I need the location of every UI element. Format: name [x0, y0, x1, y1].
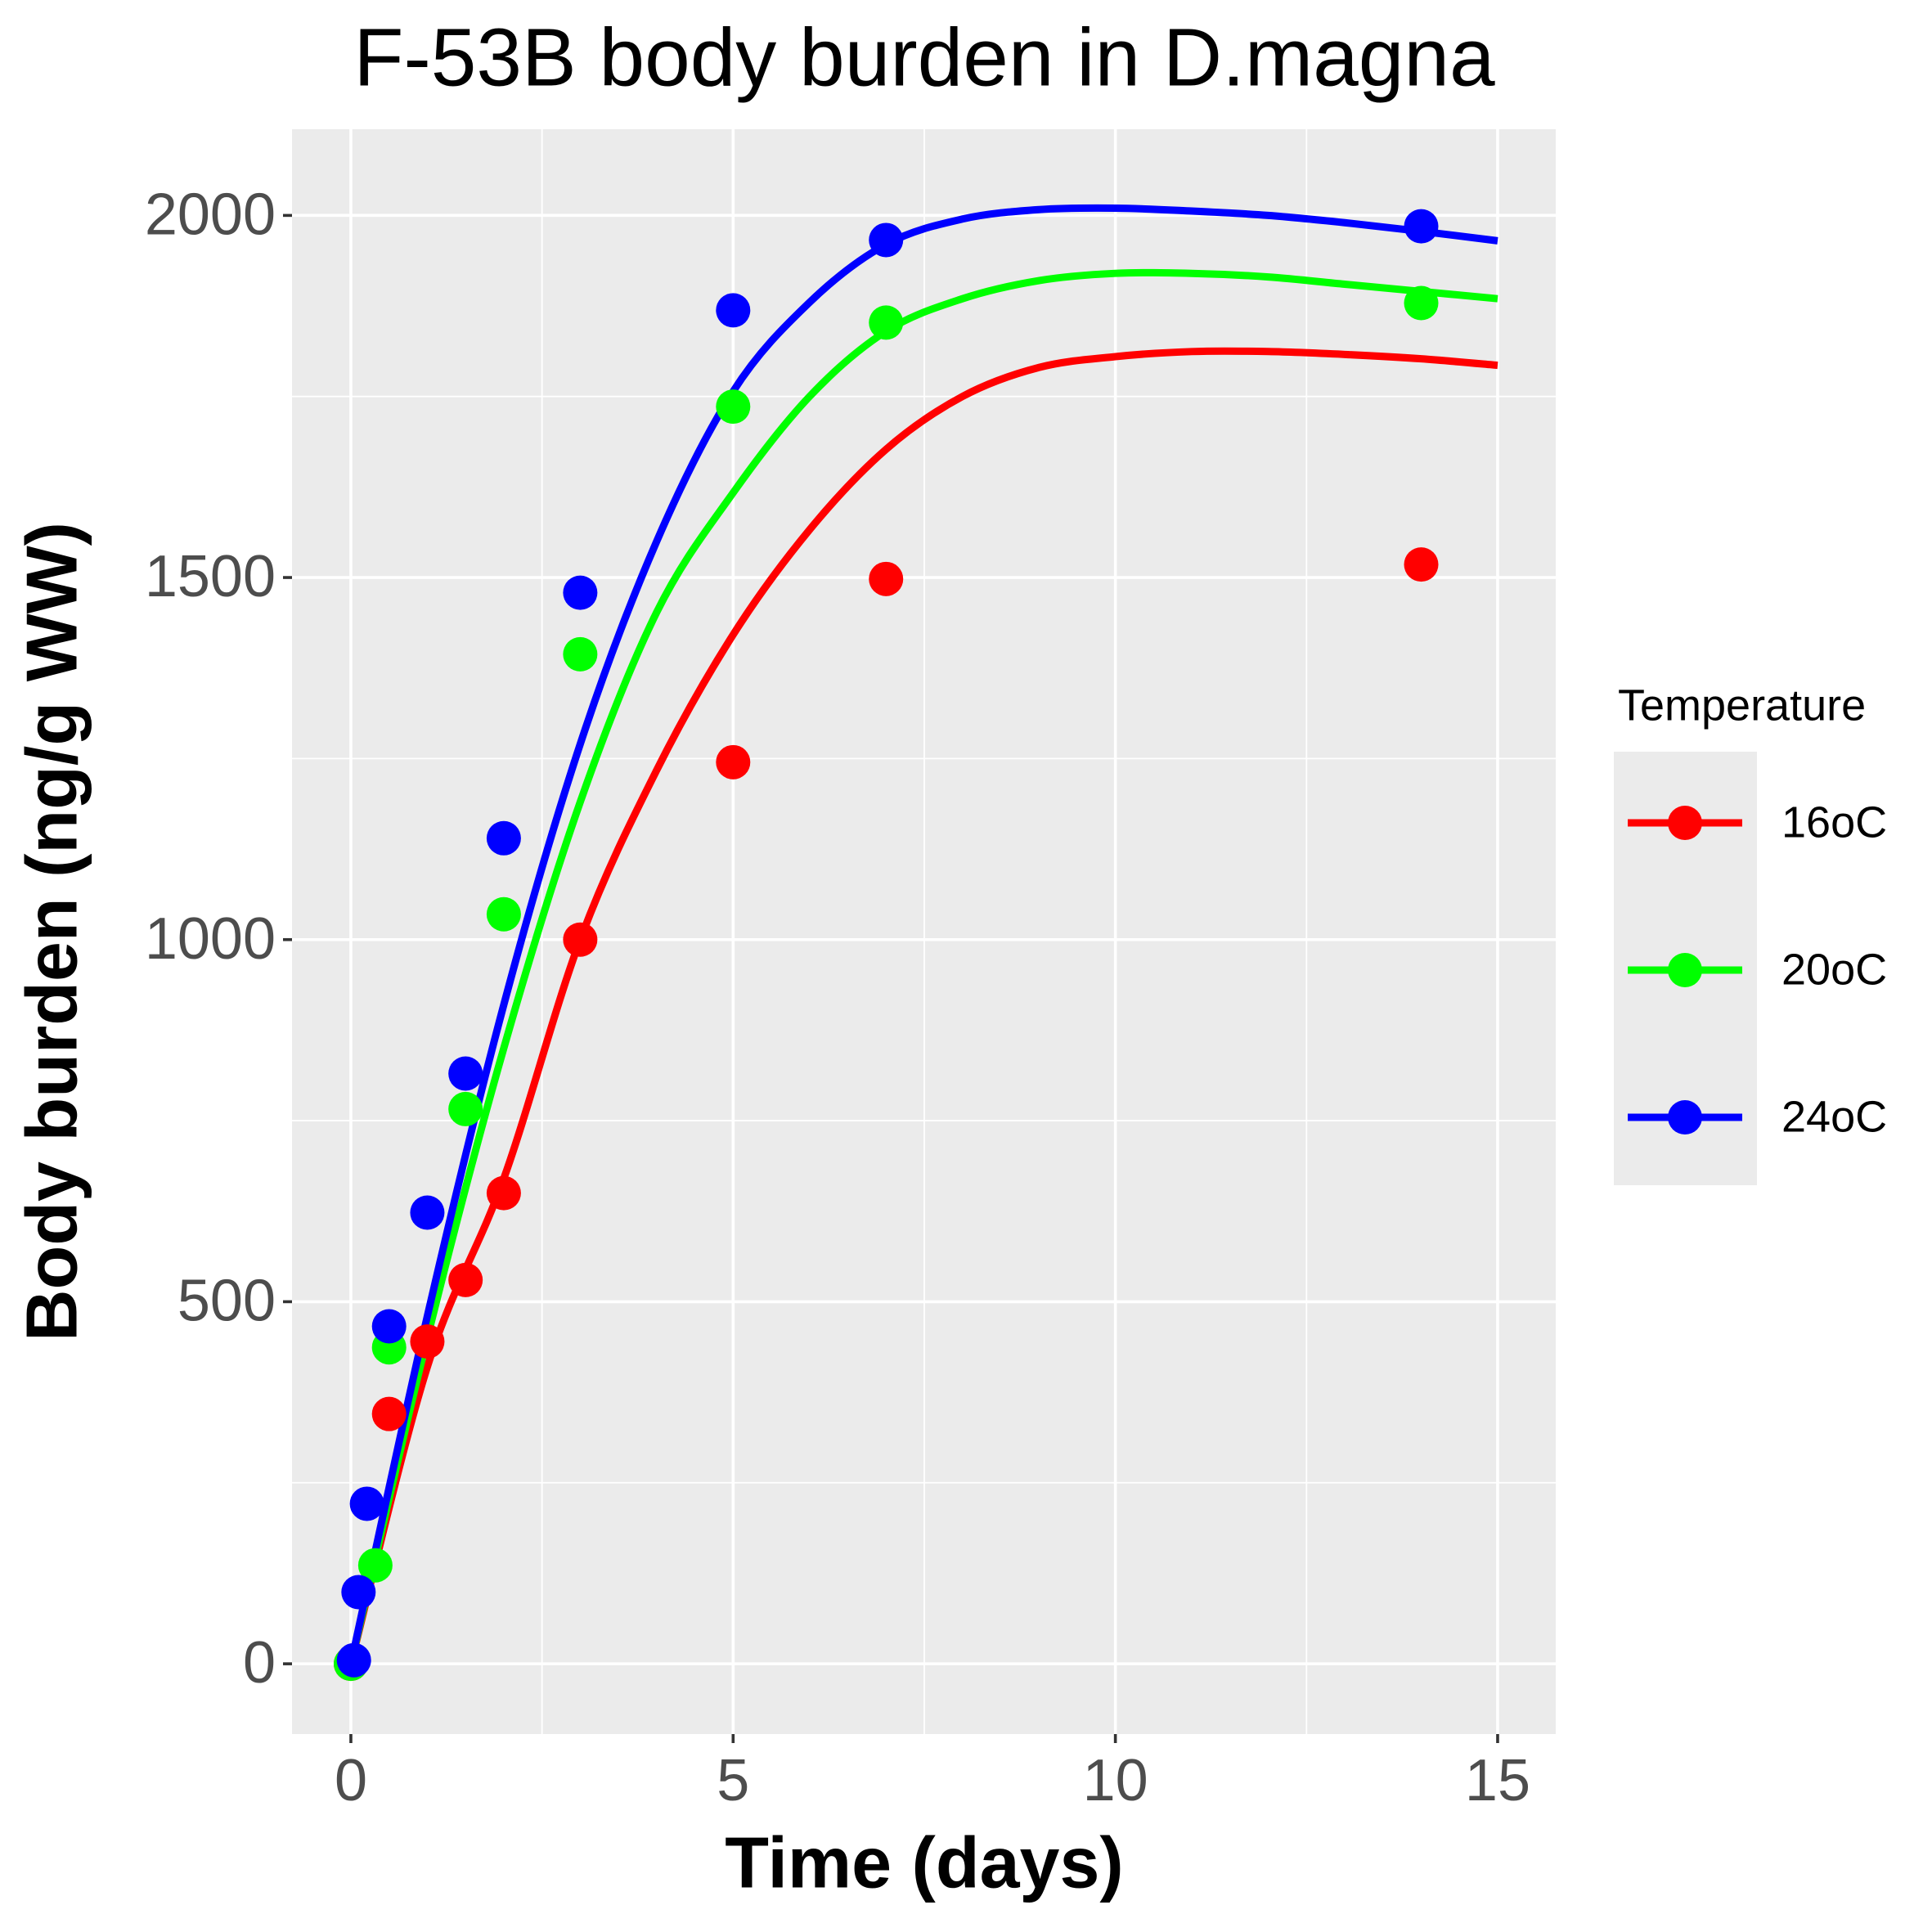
point — [448, 1262, 483, 1297]
legend-title: Temperature — [1618, 681, 1866, 730]
y-axis-title: Body burden (ng/g WW) — [11, 522, 92, 1341]
fit-line — [347, 268, 1498, 1665]
x-axis-title: Time (days) — [725, 1822, 1123, 1903]
x-tick-label: 0 — [335, 1748, 367, 1813]
legend-label: 24oC — [1781, 1092, 1887, 1141]
point — [869, 561, 904, 596]
point — [336, 1642, 371, 1678]
point — [563, 575, 598, 610]
point — [869, 305, 904, 340]
y-tick-label: 1000 — [145, 906, 276, 972]
point — [371, 1309, 407, 1344]
point — [563, 636, 598, 672]
point — [357, 1548, 393, 1583]
point — [448, 1091, 483, 1126]
x-tick-label: 15 — [1465, 1748, 1530, 1813]
point — [716, 389, 751, 425]
legend-key-point — [1668, 953, 1702, 987]
fit-line — [347, 204, 1498, 1665]
point — [486, 820, 521, 856]
point — [341, 1575, 376, 1610]
marks — [333, 204, 1498, 1682]
y-tick-label: 2000 — [145, 182, 276, 247]
legend: 16oC 20oC 24oC — [1628, 798, 1887, 1141]
legend-key-point — [1668, 806, 1702, 840]
point — [486, 1175, 521, 1211]
point — [716, 293, 751, 328]
x-tick-label: 5 — [717, 1748, 749, 1813]
y-tick-label: 500 — [177, 1268, 276, 1333]
point — [410, 1324, 445, 1359]
x-tick-label: 10 — [1083, 1748, 1148, 1813]
point — [869, 222, 904, 258]
point — [486, 896, 521, 932]
point — [1404, 547, 1439, 582]
legend-label: 20oC — [1781, 945, 1887, 994]
y-tick-label: 0 — [243, 1630, 276, 1696]
grid — [283, 129, 1556, 1743]
point — [371, 1396, 407, 1431]
legend-label: 16oC — [1781, 798, 1887, 847]
y-tick-label: 1500 — [145, 544, 276, 609]
point — [410, 1195, 445, 1230]
point — [448, 1056, 483, 1091]
point — [349, 1486, 384, 1521]
point — [1404, 209, 1439, 244]
point — [563, 922, 598, 957]
legend-key-point — [1668, 1100, 1702, 1134]
point — [716, 744, 751, 780]
point — [1404, 285, 1439, 321]
chart-title: F-53B body burden in D.magna — [353, 11, 1495, 103]
